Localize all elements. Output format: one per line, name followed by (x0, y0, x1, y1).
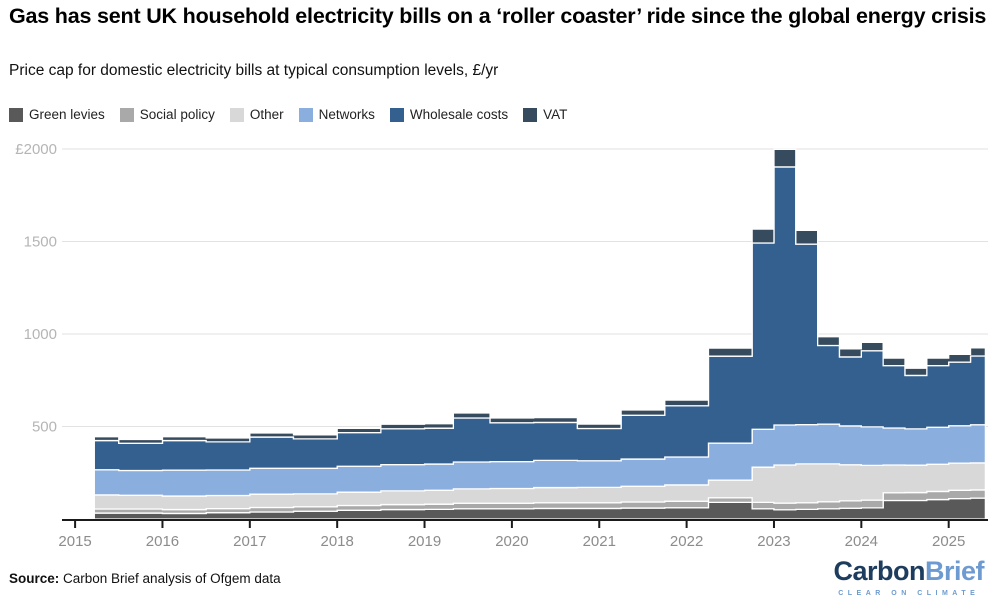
wholesale-area (93, 166, 987, 472)
logo-brief: Brief (924, 556, 985, 586)
x-tick-label: 2020 (495, 533, 528, 550)
x-tick-label: 2022 (670, 533, 703, 550)
x-tick-label: 2021 (583, 533, 616, 550)
legend-item: Green levies (9, 107, 105, 122)
logo-carbon: Carbon (833, 556, 925, 586)
legend-item-label: Wholesale costs (409, 107, 509, 122)
legend-swatch-icon (523, 107, 538, 122)
legend-item-label: Other (249, 107, 284, 122)
source-line: Source: Carbon Brief analysis of Ofgem d… (9, 571, 281, 586)
x-tick-label: 2016 (146, 533, 179, 550)
legend-item: Networks (298, 107, 375, 122)
legend-item-label: VAT (543, 107, 568, 122)
legend-swatch-icon (229, 107, 244, 122)
chart-subtitle: Price cap for domestic electricity bills… (9, 62, 499, 79)
source-label: Source: (9, 571, 60, 586)
legend-item: Wholesale costs (389, 107, 509, 122)
x-tick-label: 2017 (233, 533, 266, 550)
x-tick-label: 2024 (845, 533, 878, 550)
legend-item: Social policy (119, 107, 215, 122)
logo-tagline: CLEAR ON CLIMATE (838, 590, 980, 597)
legend-swatch-icon (119, 107, 134, 122)
y-tick-label: 1000 (24, 326, 57, 343)
y-tick-label: 1500 (24, 234, 57, 251)
y-tick-label: £2000 (15, 141, 57, 158)
legend-swatch-icon (298, 107, 313, 122)
legend: Green levies Social policy Other Networks Wh… (9, 107, 567, 122)
legend-item-label: Green levies (29, 107, 105, 122)
legend-item-label: Networks (318, 107, 375, 122)
x-tick-label: 2018 (320, 533, 353, 550)
legend-swatch-icon (9, 107, 23, 122)
source-text: Carbon Brief analysis of Ofgem data (59, 571, 281, 586)
legend-item: Other (229, 107, 284, 122)
legend-swatch-icon (389, 107, 404, 122)
carbonbrief-logo: CarbonBrief CLEAR ON CLIMATE (833, 558, 984, 598)
x-tick-label: 2015 (58, 533, 91, 550)
vat-area (93, 148, 987, 444)
logo-wordmark: CarbonBrief (833, 558, 984, 585)
legend-item-label: Social policy (139, 107, 215, 122)
x-tick-label: 2019 (408, 533, 441, 550)
legend-item: VAT (523, 107, 567, 122)
y-tick-label: 500 (32, 419, 57, 436)
x-tick-label: 2023 (757, 533, 790, 550)
x-tick-label: 2025 (932, 533, 965, 550)
chart-title: Gas has sent UK household electricity bi… (9, 4, 987, 28)
